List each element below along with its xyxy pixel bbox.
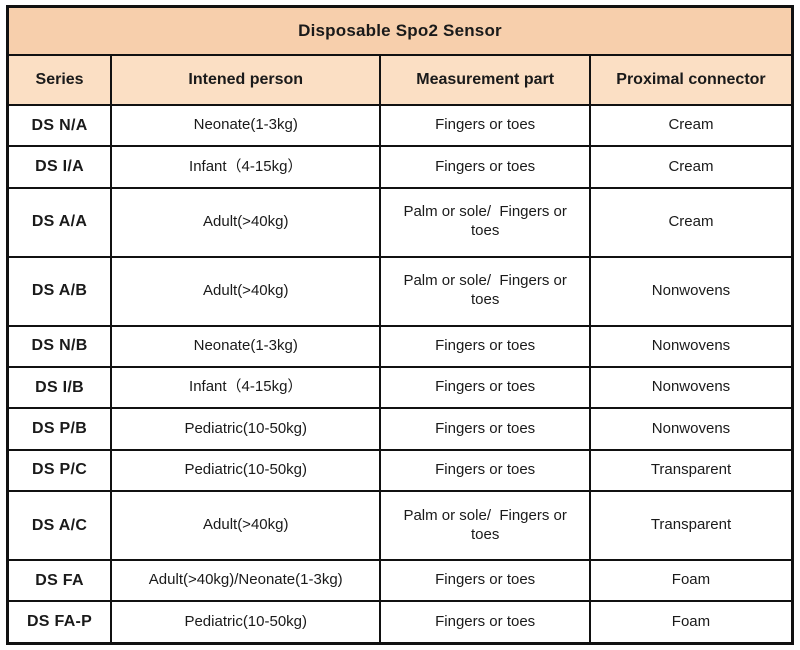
connector-cell: Transparent [588,448,794,492]
part-cell: Palm or sole/ Fingers or toes [379,186,591,258]
table-row: DS N/A Neonate(1-3kg) Fingers or toes Cr… [6,103,794,148]
series-cell: DS FA-P [6,600,113,645]
table-row: DS N/B Neonate(1-3kg) Fingers or toes No… [6,324,794,369]
connector-cell: Cream [588,103,794,148]
spo2-sensor-table-wrap: Disposable Spo2 Sensor Series Intened pe… [6,5,794,645]
table-row: DS FA-P Pediatric(10-50kg) Fingers or to… [6,600,794,645]
person-cell: Pediatric(10-50kg) [110,600,382,645]
series-cell: DS A/B [6,255,113,327]
part-cell: Fingers or toes [379,366,591,410]
connector-cell: Foam [588,600,794,645]
column-header-connector: Proximal connector [588,54,794,106]
connector-cell: Nonwovens [588,366,794,410]
part-cell: Palm or sole/ Fingers or toes [379,489,591,562]
person-cell: Neonate(1-3kg) [110,324,382,369]
series-cell: DS N/B [6,324,113,369]
series-cell: DS N/A [6,103,113,148]
person-cell: Pediatric(10-50kg) [110,407,382,451]
person-cell: Adult(>40kg) [110,255,382,327]
table-title: Disposable Spo2 Sensor [6,5,794,56]
series-cell: DS A/C [6,489,113,562]
part-cell: Fingers or toes [379,600,591,645]
series-cell: DS I/A [6,145,113,189]
part-cell: Fingers or toes [379,145,591,189]
part-cell: Fingers or toes [379,407,591,451]
table-row: DS I/A Infant（4-15kg） Fingers or toes Cr… [6,145,794,189]
person-cell: Adult(>40kg) [110,489,382,562]
person-cell: Adult(>40kg)/Neonate(1-3kg) [110,559,382,603]
table-body: DS N/A Neonate(1-3kg) Fingers or toes Cr… [6,103,794,645]
series-cell: DS I/B [6,366,113,410]
connector-cell: Nonwovens [588,255,794,327]
table-header-row: Series Intened person Measurement part P… [6,54,794,106]
part-cell: Fingers or toes [379,324,591,369]
table-row: DS P/B Pediatric(10-50kg) Fingers or toe… [6,407,794,451]
connector-cell: Transparent [588,489,794,562]
table-row: DS FA Adult(>40kg)/Neonate(1-3kg) Finger… [6,559,794,603]
person-cell: Pediatric(10-50kg) [110,448,382,492]
column-header-part: Measurement part [379,54,591,106]
part-cell: Fingers or toes [379,448,591,492]
part-cell: Fingers or toes [379,103,591,148]
series-cell: DS A/A [6,186,113,258]
series-cell: DS P/B [6,407,113,451]
column-header-series: Series [6,54,113,106]
table-row: DS P/C Pediatric(10-50kg) Fingers or toe… [6,448,794,492]
person-cell: Infant（4-15kg） [110,366,382,410]
part-cell: Fingers or toes [379,559,591,603]
spo2-sensor-table: Disposable Spo2 Sensor Series Intened pe… [6,5,794,645]
series-cell: DS FA [6,559,113,603]
table-row: DS A/A Adult(>40kg) Palm or sole/ Finger… [6,186,794,258]
connector-cell: Foam [588,559,794,603]
table-title-row: Disposable Spo2 Sensor [6,5,794,56]
part-cell: Palm or sole/ Fingers or toes [379,255,591,327]
person-cell: Adult(>40kg) [110,186,382,258]
connector-cell: Cream [588,186,794,258]
connector-cell: Nonwovens [588,324,794,369]
column-header-person: Intened person [110,54,382,106]
series-cell: DS P/C [6,448,113,492]
table-row: DS A/B Adult(>40kg) Palm or sole/ Finger… [6,255,794,327]
connector-cell: Cream [588,145,794,189]
table-row: DS A/C Adult(>40kg) Palm or sole/ Finger… [6,489,794,562]
connector-cell: Nonwovens [588,407,794,451]
person-cell: Infant（4-15kg） [110,145,382,189]
person-cell: Neonate(1-3kg) [110,103,382,148]
table-row: DS I/B Infant（4-15kg） Fingers or toes No… [6,366,794,410]
